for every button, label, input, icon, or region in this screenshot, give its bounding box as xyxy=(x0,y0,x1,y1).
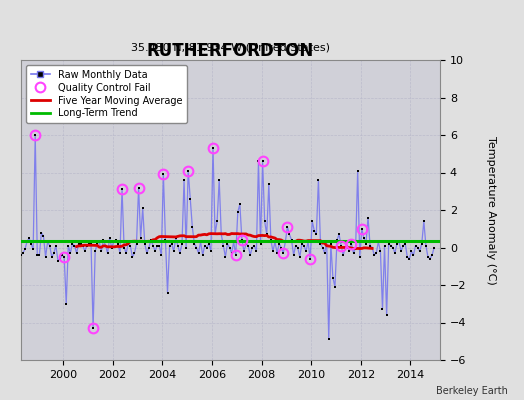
Text: 35.430 N, 81.934 W (United States): 35.430 N, 81.934 W (United States) xyxy=(131,42,330,52)
Text: Berkeley Earth: Berkeley Earth xyxy=(436,386,508,396)
Title: RUTHERFORDTON: RUTHERFORDTON xyxy=(147,42,314,60)
Legend: Raw Monthly Data, Quality Control Fail, Five Year Moving Average, Long-Term Tren: Raw Monthly Data, Quality Control Fail, … xyxy=(26,65,187,123)
Y-axis label: Temperature Anomaly (°C): Temperature Anomaly (°C) xyxy=(486,136,496,284)
